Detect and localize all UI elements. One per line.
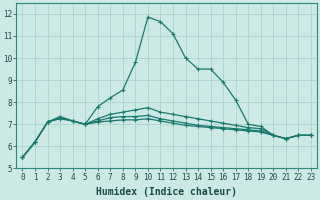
- X-axis label: Humidex (Indice chaleur): Humidex (Indice chaleur): [96, 187, 237, 197]
